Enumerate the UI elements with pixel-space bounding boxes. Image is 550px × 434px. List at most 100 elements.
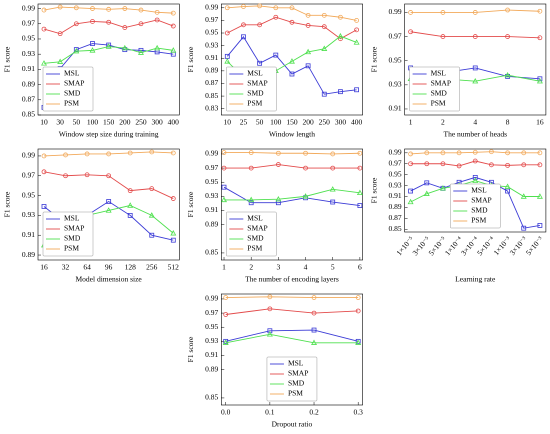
marker [41, 169, 47, 175]
y-tick-label: 0.99 [205, 3, 218, 12]
y-tick-label: 0.89 [388, 202, 401, 211]
marker [408, 161, 414, 167]
y-tick-label: 0.97 [388, 31, 401, 40]
marker [149, 149, 155, 155]
marker [170, 23, 176, 29]
series-line [224, 188, 360, 201]
marker [149, 232, 155, 238]
legend-label: SMAP [64, 79, 84, 88]
marker [223, 312, 229, 317]
y-tick-label: 0.89 [22, 79, 35, 88]
marker [90, 6, 95, 11]
y-tick-label: 0.87 [22, 95, 35, 104]
y-tick-label: 0.93 [388, 180, 401, 189]
marker [224, 30, 230, 36]
legend-label: SMD [471, 206, 488, 215]
x-tick-label: 150 [286, 118, 298, 127]
marker [73, 47, 80, 54]
legend-label: PSM [64, 99, 79, 108]
x-tick-label: 96 [105, 263, 113, 272]
marker [89, 47, 96, 53]
marker [122, 25, 128, 30]
marker [311, 295, 317, 300]
y-tick-label: 0.93 [205, 40, 218, 49]
legend-label: SMAP [64, 224, 84, 233]
series [41, 169, 176, 201]
y-axis-label: F1 score [369, 46, 378, 72]
series-line [225, 308, 359, 315]
x-tick-label: 400 [351, 118, 363, 127]
x-axis-label: Learning rate [455, 275, 496, 284]
marker [472, 149, 478, 155]
marker [356, 189, 363, 196]
legend-label: PSM [288, 389, 303, 398]
marker [106, 6, 112, 12]
series-line [224, 152, 360, 155]
x-axis-label: Dropout ratio [272, 420, 313, 429]
marker [105, 207, 112, 213]
marker [90, 41, 95, 46]
legend-label: PSM [247, 99, 262, 108]
legend-label: MSL [64, 214, 80, 223]
marker [424, 161, 430, 167]
marker [41, 26, 47, 32]
marker [311, 339, 318, 345]
plot-frame [221, 293, 363, 406]
x-tick-label: 256 [146, 263, 158, 272]
legend-label: SMD [288, 379, 305, 388]
marker [303, 150, 308, 156]
marker [305, 23, 311, 28]
marker [127, 150, 133, 156]
marker [41, 60, 47, 66]
series-line [43, 151, 174, 157]
marker [73, 5, 79, 11]
y-tick-label: 0.99 [205, 149, 218, 158]
series-line [227, 5, 357, 21]
y-tick-label: 0.93 [22, 49, 35, 58]
x-tick-label: 0.2 [309, 408, 319, 417]
marker [472, 65, 478, 71]
marker [41, 204, 47, 209]
marker [170, 47, 177, 53]
y-tick-label: 0.95 [22, 190, 35, 199]
marker [521, 225, 527, 231]
marker [408, 188, 414, 194]
marker [266, 331, 273, 337]
marker [355, 308, 361, 314]
series-line [43, 43, 174, 108]
series [408, 7, 543, 15]
marker [63, 173, 68, 179]
marker [472, 10, 478, 15]
marker [321, 12, 327, 18]
marker [357, 203, 363, 208]
x-axis-label: Window length [269, 130, 315, 139]
marker [338, 89, 343, 95]
legend-label: SMAP [431, 79, 451, 88]
y-tick-label: 0.99 [22, 151, 35, 160]
y-tick-label: 0.89 [205, 364, 218, 373]
marker [521, 150, 527, 156]
series-line [410, 31, 540, 39]
plot-frame [37, 148, 180, 261]
marker [472, 158, 478, 164]
y-tick-label: 0.91 [205, 205, 218, 214]
y-tick-label: 0.85 [205, 248, 218, 257]
marker [505, 150, 510, 156]
marker [289, 71, 295, 77]
legend-box [450, 183, 501, 229]
marker [41, 153, 47, 159]
marker [355, 338, 361, 344]
y-tick-label: 0.97 [388, 158, 401, 167]
y-tick-label: 0.93 [22, 210, 35, 219]
marker [223, 338, 229, 344]
marker [149, 186, 155, 192]
marker [224, 5, 230, 11]
marker [267, 328, 273, 334]
legend-label: MSL [431, 69, 447, 78]
series-line [227, 16, 357, 40]
marker [275, 195, 282, 202]
y-tick-label: 0.97 [22, 170, 35, 179]
